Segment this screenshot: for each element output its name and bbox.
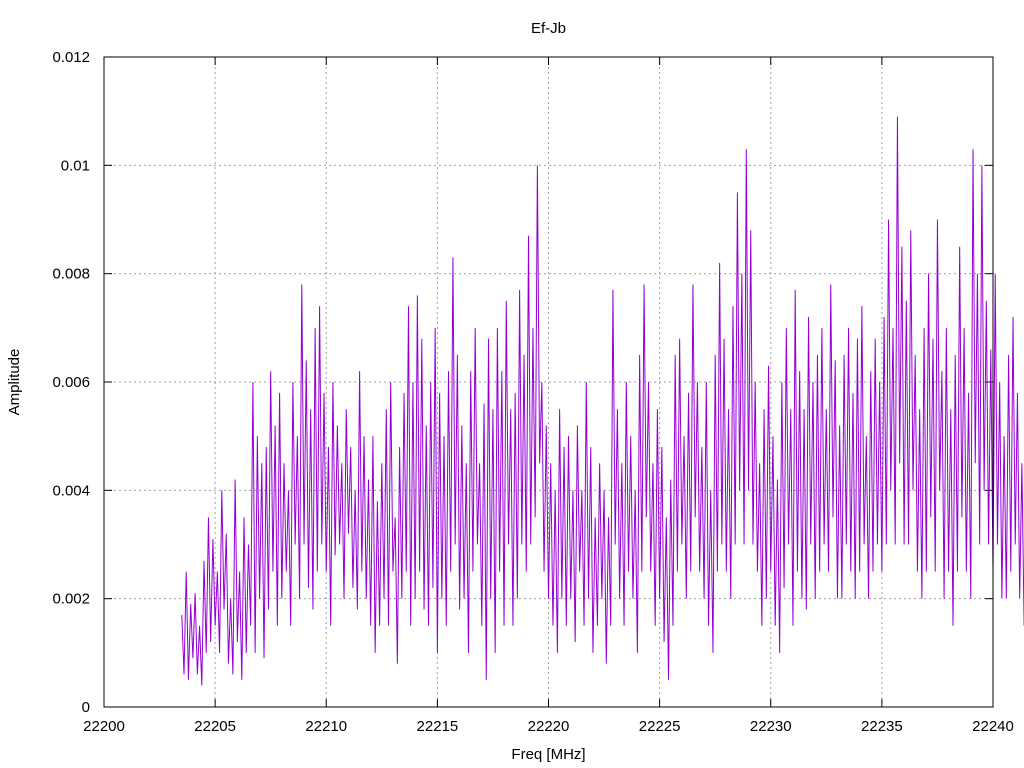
x-tick-label: 22200 bbox=[83, 718, 125, 735]
series-layer bbox=[181, 116, 1024, 686]
chart-title: Ef-Jb bbox=[531, 20, 566, 37]
y-tick-labels: 0 0.002 0.004 0.006 0.008 0.01 0.012 bbox=[52, 49, 90, 716]
x-tick-label: 22205 bbox=[194, 718, 236, 735]
x-tick-label: 22230 bbox=[750, 718, 792, 735]
y-tick-label: 0.004 bbox=[52, 482, 90, 499]
y-axis-label: Amplitude bbox=[6, 349, 23, 416]
x-tick-label: 22240 bbox=[972, 718, 1014, 735]
y-tick-label: 0.006 bbox=[52, 374, 90, 391]
x-tick-label: 22225 bbox=[639, 718, 681, 735]
x-axis-label: Freq [MHz] bbox=[511, 746, 585, 763]
x-tick-labels: 22200 22205 22210 22215 22220 22225 22230 22235… bbox=[83, 718, 1014, 735]
x-tick-label: 22220 bbox=[528, 718, 570, 735]
y-tick-label: 0.002 bbox=[52, 591, 90, 608]
y-tick-label: 0.01 bbox=[61, 157, 90, 174]
x-tick-label: 22235 bbox=[861, 718, 903, 735]
x-tick-label: 22210 bbox=[305, 718, 347, 735]
y-tick-label: 0.008 bbox=[52, 266, 90, 283]
y-tick-label: 0 bbox=[82, 699, 90, 716]
y-tick-label: 0.012 bbox=[52, 49, 90, 66]
series-line bbox=[181, 116, 1024, 686]
x-tick-label: 22215 bbox=[417, 718, 459, 735]
plot-area-frame bbox=[103, 56, 994, 708]
